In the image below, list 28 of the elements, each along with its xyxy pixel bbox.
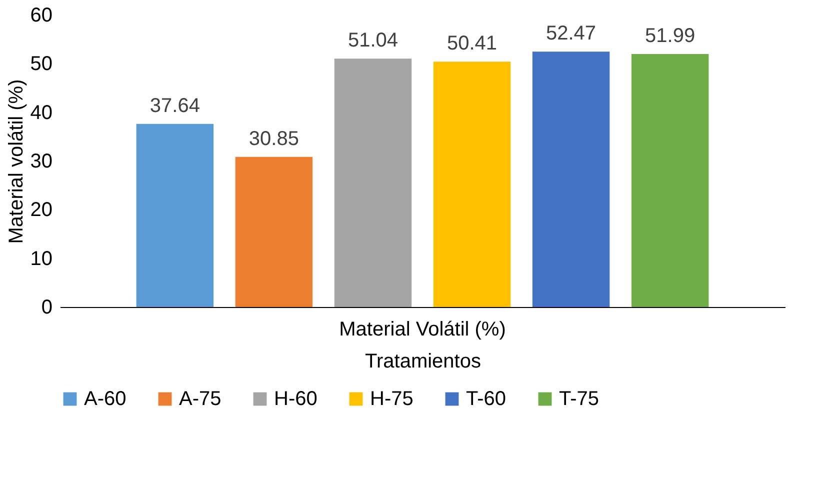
legend-label: T-60 [466,388,506,410]
bar [136,124,214,307]
legend-label: A-60 [84,388,126,410]
bar [631,54,709,307]
x-tick-label: Material Volátil (%) [339,318,506,340]
data-label: 37.64 [150,94,200,117]
legend-label: H-75 [370,388,414,410]
bar [235,156,313,307]
bar [532,52,610,307]
y-tick-label: 30 [30,150,52,172]
data-label: 50.41 [446,32,498,55]
data-label: 52.47 [546,22,596,45]
y-axis-title: Material volátil (%) [5,79,28,244]
y-tick-label: 10 [30,248,52,270]
data-label: 30.85 [248,128,299,150]
x-axis-title: Tratamientos [365,350,481,372]
bar [334,58,412,307]
legend-label: H-60 [274,388,318,410]
y-tick-label: 0 [41,296,52,318]
legend-label: A-75 [179,388,222,410]
data-label: 51.04 [348,30,398,52]
y-tick-label: 40 [30,102,52,124]
y-tick-label: 20 [30,199,52,222]
bar [433,62,511,307]
y-tick-label: 60 [30,4,52,26]
data-label: 51.99 [645,24,696,47]
y-tick-label: 50 [30,53,52,76]
legend-label: T-75 [559,388,600,410]
